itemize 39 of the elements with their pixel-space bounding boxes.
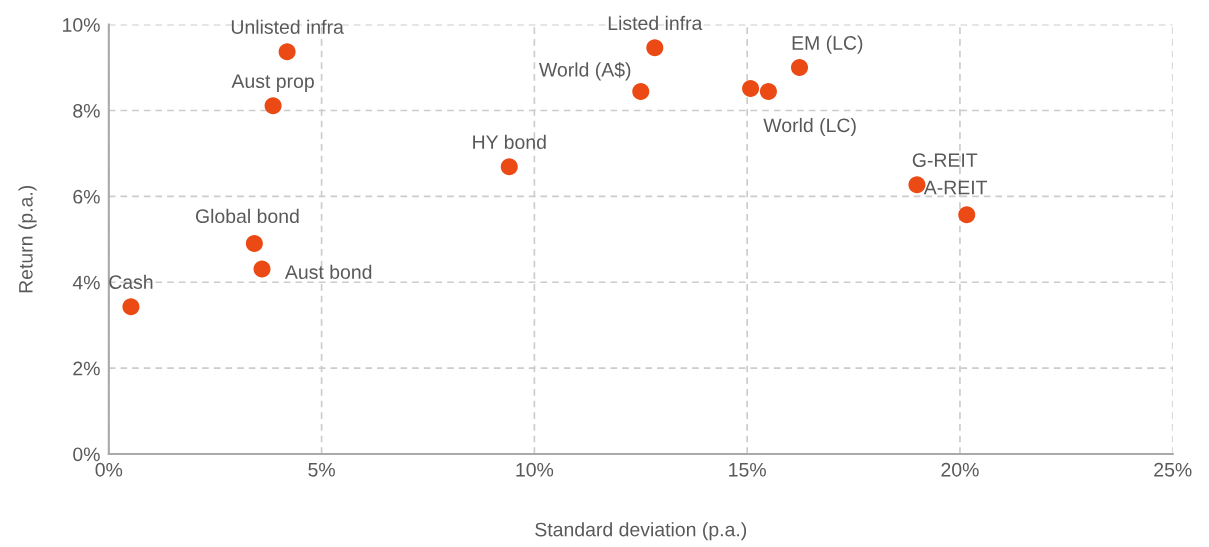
annotation: HY bond [473,134,546,150]
y-tick-label: 10% [63,18,100,32]
annotation: EM (LC) [792,35,863,54]
x-axis-title: Standard deviation (p.a.) [535,522,747,541]
point [632,83,650,101]
annotation: A-REIT [923,180,988,195]
y-axis-title: Return (p.a.) [18,185,37,293]
y-tick-label: 4% [72,275,100,290]
annotation: Listed infra [608,15,703,31]
point [759,83,777,101]
x-tick-label: 0% [95,462,123,477]
point [908,176,926,194]
annotation: World (LC) [763,117,856,137]
point [646,39,664,57]
point [264,97,282,115]
annotation: Aust prop [231,74,314,92]
x-tick-label: 25% [1154,462,1192,477]
x-tick-label: 10% [516,462,554,477]
x-tick-label: 20% [941,462,979,477]
point [500,158,518,176]
point [791,59,809,77]
x-tick-label: 5% [308,462,335,477]
y-tick-label: 2% [73,361,100,376]
annotation: World (A$) [539,62,631,81]
y-tick-label: 6% [73,189,100,204]
y-tick-label: 0% [73,447,100,462]
annotation: Cash [109,274,153,289]
y-tick-label: 8% [73,103,100,118]
point [253,260,271,278]
point [122,298,140,316]
annotation: G-REIT [912,153,978,168]
annotation: Unlisted infra [231,19,344,34]
x-tick-label: 15% [729,462,766,477]
annotation: Aust bond [284,264,372,279]
annotation: Global bond [195,208,299,224]
point [742,80,760,98]
point [958,206,976,224]
point [278,43,296,61]
point [245,235,263,253]
